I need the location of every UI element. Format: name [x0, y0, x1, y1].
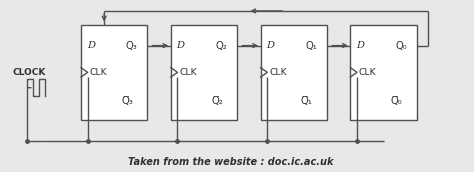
Text: Q₀: Q₀ [395, 41, 407, 51]
Text: D: D [266, 41, 274, 50]
Bar [81, 25, 147, 120]
Text: Q₁: Q₁ [306, 41, 317, 51]
Text: Q̅₀: Q̅₀ [391, 96, 402, 106]
Bar [350, 25, 417, 120]
Text: CLOCK: CLOCK [12, 68, 46, 77]
Text: CLK: CLK [269, 68, 287, 77]
Text: Taken from the website : doc.ic.ac.uk: Taken from the website : doc.ic.ac.uk [128, 157, 334, 167]
Text: D: D [356, 41, 364, 50]
Text: CLK: CLK [179, 68, 197, 77]
Text: Q₂: Q₂ [216, 41, 228, 51]
Text: D: D [87, 41, 95, 50]
Text: Q₃: Q₃ [126, 41, 137, 51]
Text: Q̅₁: Q̅₁ [301, 96, 312, 106]
Text: CLK: CLK [359, 68, 376, 77]
Text: CLK: CLK [90, 68, 107, 77]
Text: Q̅₃: Q̅₃ [121, 96, 133, 106]
Bar [171, 25, 237, 120]
Bar [261, 25, 327, 120]
Text: D: D [176, 41, 184, 50]
Text: Q̅₂: Q̅₂ [211, 96, 223, 106]
